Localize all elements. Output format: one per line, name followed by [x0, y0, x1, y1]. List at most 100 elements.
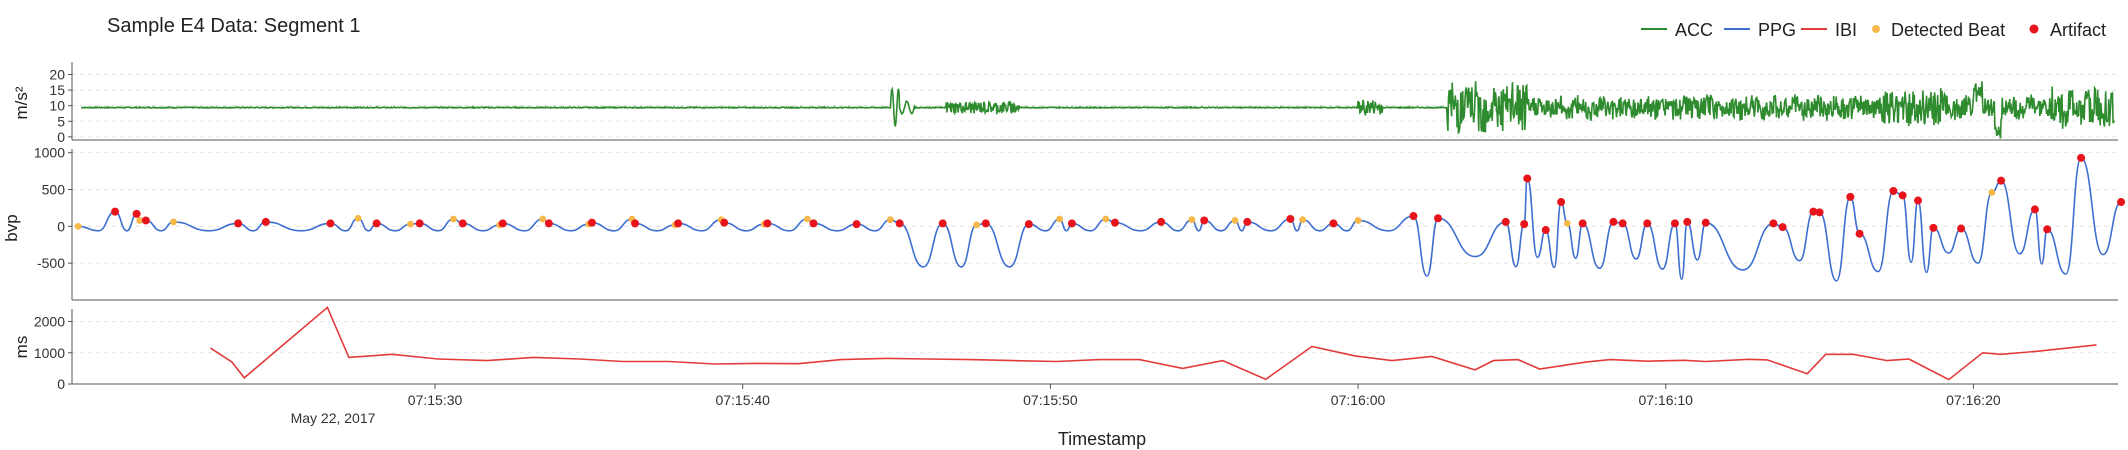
ibi-ylabel: ms: [12, 336, 31, 359]
ppg-detected-beat-point: [354, 214, 362, 222]
x-tick-label: 07:15:50: [1023, 392, 1078, 408]
ppg-artifact-point: [2077, 153, 2086, 162]
ppg-artifact-point: [544, 219, 553, 228]
ibi-panel: ms 0 1000 2000: [12, 306, 2118, 392]
ppg-detected-beat-point: [973, 221, 980, 229]
ppg-artifact-point: [674, 219, 683, 228]
ppg-artifact-point: [1409, 212, 1418, 221]
ppg-detected-beat-point: [1988, 189, 1996, 196]
acc-series-line: [81, 81, 2116, 139]
ppg-artifact-point: [1200, 216, 1209, 225]
x-tick-label: 07:16:10: [1638, 392, 1693, 408]
ppg-detected-beat-point: [1188, 216, 1196, 224]
x-tick-label: 07:15:40: [715, 392, 770, 408]
ppg-artifact-point: [1769, 219, 1778, 228]
x-axis: May 22, 2017 Timestamp 07:15:30 07:15:40 0…: [291, 384, 2001, 449]
ppg-detected-beat-point: [1354, 217, 1362, 224]
ppg-artifact-point: [1683, 217, 1692, 226]
legend-artifact-dot: [2029, 24, 2039, 34]
ppg-artifact-point: [372, 219, 381, 228]
ppg-artifact-point: [1523, 174, 1532, 183]
ppg-artifact-point: [234, 219, 243, 228]
ppg-artifact-point: [1286, 214, 1295, 223]
ibi-ytick-label: 2000: [34, 314, 65, 330]
ppg-artifact-point: [111, 207, 120, 216]
ppg-artifact-point: [261, 217, 270, 226]
ppg-artifact-point: [1024, 220, 1033, 229]
ppg-series-line: [78, 156, 2122, 282]
ppg-artifact-point: [2117, 198, 2126, 207]
ppg-artifact-point: [2043, 225, 2052, 234]
acc-ytick-label: 15: [49, 82, 65, 98]
ppg-detected-beat-point: [450, 215, 457, 223]
ppg-artifact-point: [1670, 219, 1679, 228]
x-tick-label: 07:16:00: [1331, 392, 1386, 408]
ppg-detected-beat-point: [803, 215, 811, 223]
ppg-artifact-point: [1809, 207, 1818, 216]
x-axis-label: Timestamp: [1058, 429, 1146, 449]
ppg-artifact-point: [1243, 217, 1252, 226]
ppg-artifact-point: [1997, 176, 2006, 185]
legend-beat-dot: [1872, 25, 1880, 33]
ppg-detected-beat-point: [136, 217, 144, 224]
x-date-label: May 22, 2017: [291, 410, 376, 426]
ppg-artifact-point: [1067, 219, 1076, 228]
ppg-artifact-point: [1889, 186, 1898, 195]
ppg-detected-beat-point: [407, 220, 414, 228]
ppg-artifact-point: [1541, 226, 1550, 235]
ibi-series-line: [210, 306, 2097, 381]
ppg-detected-beat-point: [539, 215, 547, 223]
ibi-ytick-label: 0: [57, 376, 65, 392]
x-tick-label: 07:16:20: [1946, 392, 2001, 408]
ppg-artifact-point: [132, 209, 141, 218]
ppg-panel: bvp -500 0 500 1000: [2, 145, 2126, 301]
ppg-detected-beat-point: [74, 222, 82, 230]
ppg-detected-beat-point: [887, 216, 894, 224]
ppg-detected-beat-point: [1563, 219, 1571, 227]
ppg-artifact-point: [1618, 219, 1627, 228]
ppg-artifact-point: [2030, 205, 2039, 214]
ppg-artifact-point: [1815, 208, 1824, 217]
ppg-detected-beat-point: [1231, 217, 1239, 224]
legend: ACC PPG IBI Detected Beat Artifact: [1641, 20, 2106, 40]
x-tick-label: 07:15:30: [408, 392, 463, 408]
acc-ytick-label: 20: [49, 66, 65, 82]
ppg-artifact-point: [1110, 218, 1119, 227]
ppg-artifact-point: [1643, 219, 1652, 228]
ppg-artifact-point: [1329, 219, 1338, 228]
ppg-artifact-point: [1701, 218, 1710, 227]
ppg-artifact-point: [1609, 217, 1618, 226]
ppg-detected-beat-point: [1102, 215, 1110, 223]
ppg-artifact-point: [1520, 220, 1529, 229]
ppg-artifact-point: [720, 218, 729, 227]
legend-artifact-label: Artifact: [2050, 20, 2106, 40]
ppg-ytick-label: -500: [37, 255, 65, 271]
ppg-artifact-point: [141, 216, 150, 225]
legend-ppg-label: PPG: [1758, 20, 1796, 40]
ppg-detected-beat-point: [170, 218, 177, 226]
legend-acc-label: ACC: [1675, 20, 1713, 40]
ppg-artifact-point: [415, 219, 424, 228]
ppg-artifact-point: [1157, 217, 1166, 226]
ppg-artifact-point: [763, 219, 772, 228]
ppg-artifact-point: [1957, 224, 1966, 233]
ppg-artifact-point: [852, 220, 861, 229]
ppg-ytick-label: 0: [57, 218, 65, 234]
ppg-artifact-point: [1578, 219, 1587, 228]
ppg-artifact-point: [1846, 192, 1855, 201]
ppg-artifact-point: [1434, 214, 1443, 223]
ppg-artifact-point: [631, 219, 640, 228]
ppg-artifact-point: [895, 219, 904, 228]
ppg-artifact-point: [1914, 196, 1923, 205]
ppg-artifact-point: [1501, 217, 1510, 226]
ppg-artifact-point: [938, 219, 947, 228]
ppg-ytick-label: 1000: [34, 145, 65, 161]
ppg-detected-beat-point: [1299, 216, 1307, 224]
ppg-artifact-point: [458, 219, 467, 228]
ppg-artifact-point: [981, 219, 990, 228]
ppg-artifact-point: [587, 218, 596, 227]
ppg-artifact-point: [1778, 223, 1787, 232]
ppg-ylabel: bvp: [2, 214, 21, 241]
